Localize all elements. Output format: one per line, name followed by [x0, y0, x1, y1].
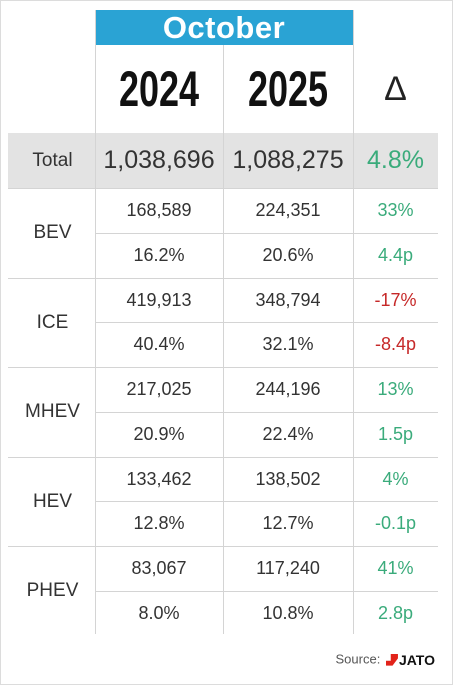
- group-label-hev: HEV: [32, 491, 73, 512]
- group-separator: [8, 188, 438, 189]
- cell-bev-volume-change: 33%: [377, 200, 414, 220]
- year-header-2025: 2025: [247, 61, 329, 117]
- total-2024: 1,038,696: [103, 146, 215, 174]
- cell-ice-volume-v2024: 419,913: [126, 290, 192, 310]
- group-separator: [8, 546, 438, 547]
- cell-phev-volume-change: 41%: [377, 558, 414, 578]
- row-separator: [95, 322, 438, 323]
- group-label-bev: BEV: [33, 222, 72, 243]
- cell-hev-volume-v2025: 138,502: [255, 469, 321, 489]
- cell-hev-share-change: -0.1p: [374, 513, 417, 533]
- cell-bev-volume-v2025: 224,351: [255, 200, 321, 220]
- total-change: 4.8%: [367, 146, 424, 174]
- cell-bev-share-v2025: 20.6%: [262, 245, 314, 265]
- jato-logo-icon: [385, 653, 398, 666]
- cell-hev-volume-v2024: 133,462: [126, 469, 192, 489]
- cell-ice-share-v2024: 40.4%: [133, 334, 185, 354]
- cell-phev-volume-v2024: 83,067: [131, 558, 187, 578]
- month-header: October: [95, 10, 353, 45]
- cell-hev-share-v2024: 12.8%: [133, 513, 185, 533]
- cell-ice-volume-v2025: 348,794: [255, 290, 321, 310]
- cell-bev-share-change: 4.4p: [377, 245, 414, 265]
- cell-bev-volume-v2024: 168,589: [126, 200, 192, 220]
- cell-ice-volume-change: -17%: [374, 290, 417, 310]
- cell-mhev-share-v2025: 22.4%: [262, 424, 314, 444]
- group-label-mhev: MHEV: [25, 401, 80, 422]
- total-2025: 1,088,275: [232, 146, 344, 174]
- year-header-2024: 2024: [118, 61, 200, 117]
- cell-bev-share-v2024: 16.2%: [133, 245, 185, 265]
- row-separator: [95, 501, 438, 502]
- cell-hev-share-v2025: 12.7%: [262, 513, 314, 533]
- group-separator: [8, 278, 438, 279]
- cell-mhev-share-change: 1.5p: [377, 424, 414, 444]
- cell-hev-volume-change: 4%: [382, 469, 409, 489]
- group-separator: [8, 457, 438, 458]
- row-separator: [95, 591, 438, 592]
- jato-logo: JATO: [385, 650, 435, 670]
- row-separator: [95, 233, 438, 234]
- row-separator: [95, 412, 438, 413]
- group-label-phev: PHEV: [26, 580, 79, 601]
- cell-phev-share-v2024: 8.0%: [138, 603, 180, 623]
- cell-phev-share-change: 2.8p: [377, 603, 414, 623]
- group-separator: [8, 367, 438, 368]
- cell-phev-share-v2025: 10.8%: [262, 603, 314, 623]
- source-label: Source:: [335, 651, 381, 667]
- cell-ice-share-change: -8.4p: [374, 334, 417, 354]
- cell-phev-volume-v2025: 117,240: [256, 558, 320, 578]
- total-label: Total: [32, 150, 73, 171]
- logo-text: JATO: [398, 651, 435, 668]
- delta-header: Δ: [384, 70, 407, 108]
- cell-mhev-share-v2024: 20.9%: [133, 424, 185, 444]
- group-label-ice: ICE: [36, 312, 69, 333]
- cell-mhev-volume-v2025: 244,196: [255, 379, 321, 399]
- cell-mhev-volume-v2024: 217,025: [126, 379, 192, 399]
- cell-mhev-volume-change: 13%: [377, 379, 414, 399]
- cell-ice-share-v2025: 32.1%: [262, 334, 314, 354]
- grid-line: [223, 45, 224, 634]
- source-credit: Source: JATO: [336, 649, 435, 669]
